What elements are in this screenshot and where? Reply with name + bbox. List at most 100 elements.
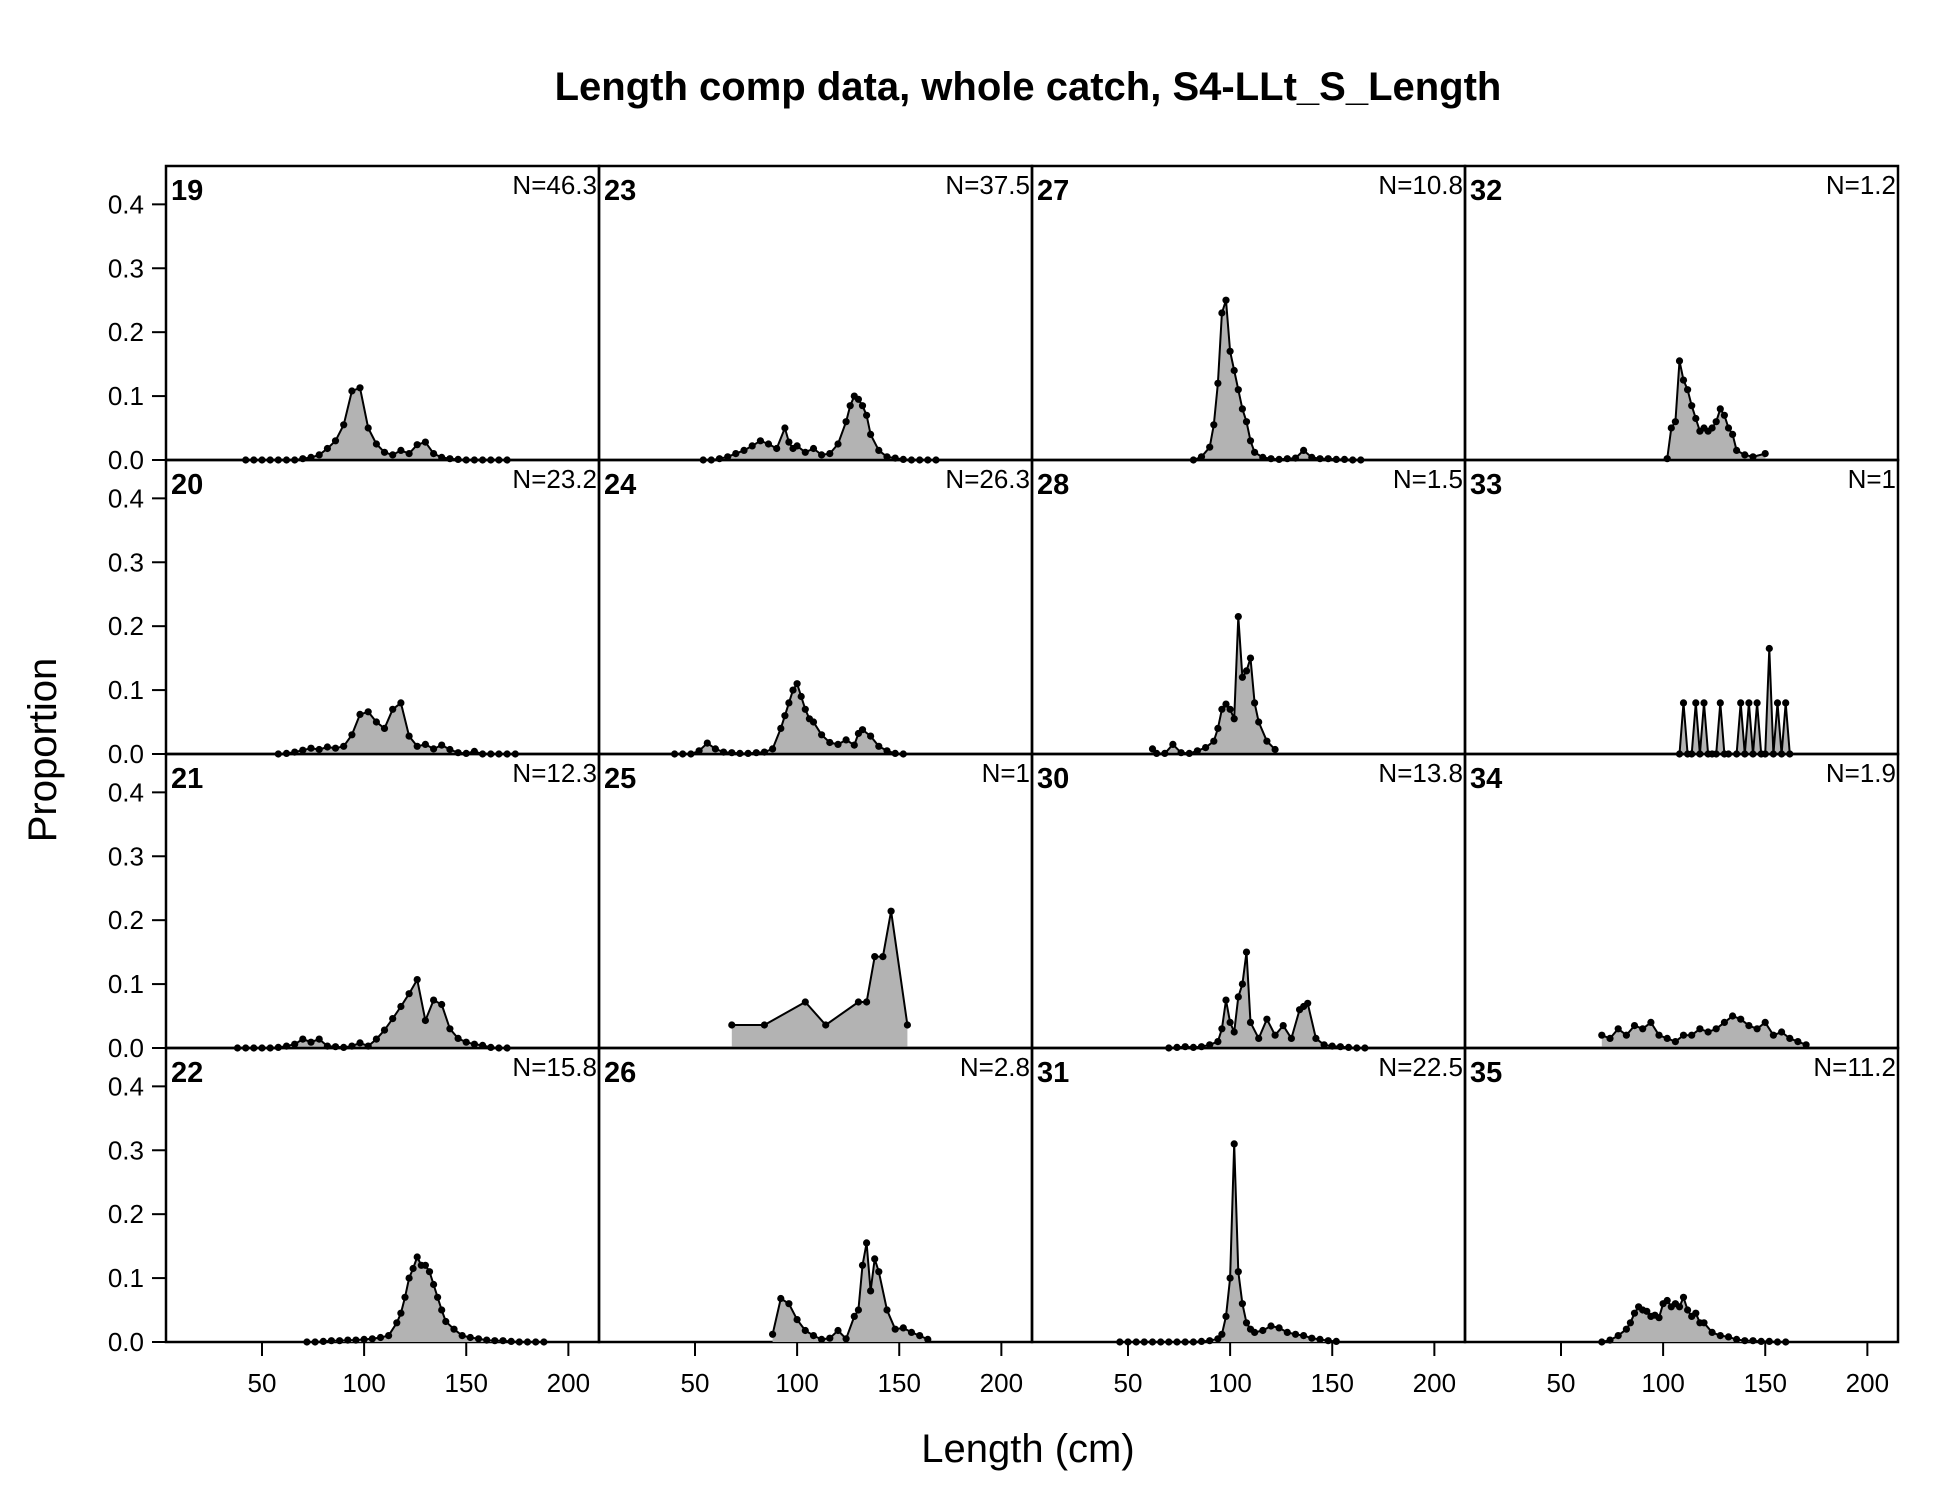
- data-point: [474, 1335, 483, 1343]
- data-point: [1741, 451, 1749, 459]
- data-point: [1663, 1296, 1671, 1305]
- panel-n-label: N=1: [1848, 464, 1896, 494]
- x-tick-label: 100: [1208, 1368, 1251, 1398]
- data-point: [372, 718, 380, 726]
- y-tick-label: 0.0: [108, 1033, 144, 1063]
- x-tick-label: 150: [878, 1368, 921, 1398]
- data-point: [818, 451, 826, 459]
- area-fill: [306, 1257, 544, 1342]
- data-point: [1214, 724, 1222, 733]
- data-point: [1308, 1334, 1316, 1342]
- data-point: [1202, 744, 1210, 752]
- data-point: [1279, 1022, 1287, 1030]
- data-point: [1226, 705, 1234, 713]
- data-point: [380, 1026, 389, 1034]
- data-point: [303, 1338, 311, 1346]
- area-fill: [278, 702, 516, 754]
- data-point: [372, 1035, 380, 1043]
- data-point: [875, 446, 883, 454]
- data-point: [1708, 424, 1716, 432]
- data-point: [1234, 613, 1242, 621]
- data-point: [826, 738, 834, 747]
- data-point: [899, 1324, 907, 1332]
- data-point: [1242, 1319, 1251, 1327]
- data-point: [773, 444, 781, 453]
- x-tick-label: 100: [342, 1368, 385, 1398]
- panel-34: 34 N=1.9: [1463, 752, 1900, 1050]
- panel-n-label: N=2.8: [960, 1052, 1030, 1082]
- data-point: [1230, 1028, 1238, 1036]
- data-point: [1757, 1337, 1765, 1345]
- panel-year-label: 26: [604, 1057, 636, 1089]
- panel-n-label: N=1: [982, 758, 1030, 788]
- data-point: [1671, 1038, 1679, 1046]
- data-point: [1189, 1338, 1197, 1346]
- data-point: [1238, 1300, 1246, 1308]
- series-line: [731, 910, 909, 1026]
- data-point: [854, 1306, 863, 1314]
- y-tick-label: 0.4: [108, 483, 144, 513]
- data-point: [924, 1335, 932, 1343]
- data-point: [826, 450, 834, 458]
- y-tick-label: 0.4: [108, 1071, 144, 1101]
- panel-frame: [597, 458, 1034, 756]
- x-tick-label: 150: [1744, 1368, 1787, 1398]
- data-point: [846, 402, 854, 410]
- data-point: [438, 1000, 446, 1009]
- data-point: [499, 1337, 507, 1345]
- data-point: [1263, 1015, 1271, 1023]
- data-point: [1222, 296, 1230, 304]
- data-point: [809, 1332, 818, 1340]
- data-point: [1226, 1018, 1234, 1026]
- data-point: [1598, 1031, 1606, 1039]
- panel-26: 26 N=2.8 50 100 150 200: [597, 1046, 1034, 1398]
- panel-n-label: N=37.5: [945, 170, 1030, 200]
- data-point: [1206, 443, 1214, 451]
- panel-year-label: 20: [171, 469, 203, 501]
- data-point: [1218, 1330, 1226, 1338]
- data-point: [331, 744, 340, 752]
- data-point: [1794, 1038, 1802, 1046]
- data-point: [1332, 1337, 1340, 1345]
- data-point: [1716, 1332, 1724, 1340]
- data-point: [364, 424, 372, 432]
- x-tick-label: 200: [980, 1368, 1023, 1398]
- data-point: [695, 747, 703, 755]
- data-point: [1275, 1324, 1283, 1332]
- data-point: [507, 1337, 515, 1345]
- data-point: [1773, 699, 1782, 707]
- panel-n-label: N=26.3: [945, 464, 1030, 494]
- data-point: [822, 1021, 830, 1029]
- data-point: [1206, 1041, 1214, 1049]
- data-point: [1679, 1293, 1688, 1301]
- panel-n-label: N=10.8: [1378, 170, 1463, 200]
- data-point: [1724, 424, 1733, 432]
- data-point: [1251, 1328, 1259, 1336]
- panels-grid: 19 N=46.3 0.0 0.1 0.2 0.3 0.4 20 N=23.2 0.0 0.1 0.2…: [108, 164, 1900, 1398]
- data-point: [1140, 1338, 1148, 1346]
- y-tick-label: 0.2: [108, 317, 144, 347]
- panel-n-label: N=12.3: [512, 758, 597, 788]
- data-point: [450, 1325, 458, 1333]
- x-tick-label: 50: [1547, 1368, 1576, 1398]
- data-point: [793, 1316, 801, 1324]
- data-point: [389, 1015, 397, 1023]
- data-point: [711, 745, 720, 753]
- x-tick-label: 100: [1641, 1368, 1684, 1398]
- data-point: [1238, 673, 1246, 681]
- panel-year-label: 34: [1470, 763, 1502, 795]
- panel-n-label: N=1.5: [1393, 464, 1463, 494]
- data-point: [1226, 347, 1234, 355]
- data-point: [801, 448, 809, 456]
- data-point: [1737, 1015, 1745, 1023]
- data-point: [1692, 414, 1700, 423]
- data-point: [834, 740, 842, 749]
- data-point: [1769, 1031, 1777, 1039]
- y-tick-label: 0.3: [108, 547, 144, 577]
- data-point: [1688, 1031, 1696, 1039]
- data-point: [523, 1338, 532, 1346]
- data-point: [858, 726, 867, 734]
- data-point: [1271, 745, 1279, 754]
- data-point: [1729, 1012, 1737, 1020]
- area-fill: [237, 979, 508, 1048]
